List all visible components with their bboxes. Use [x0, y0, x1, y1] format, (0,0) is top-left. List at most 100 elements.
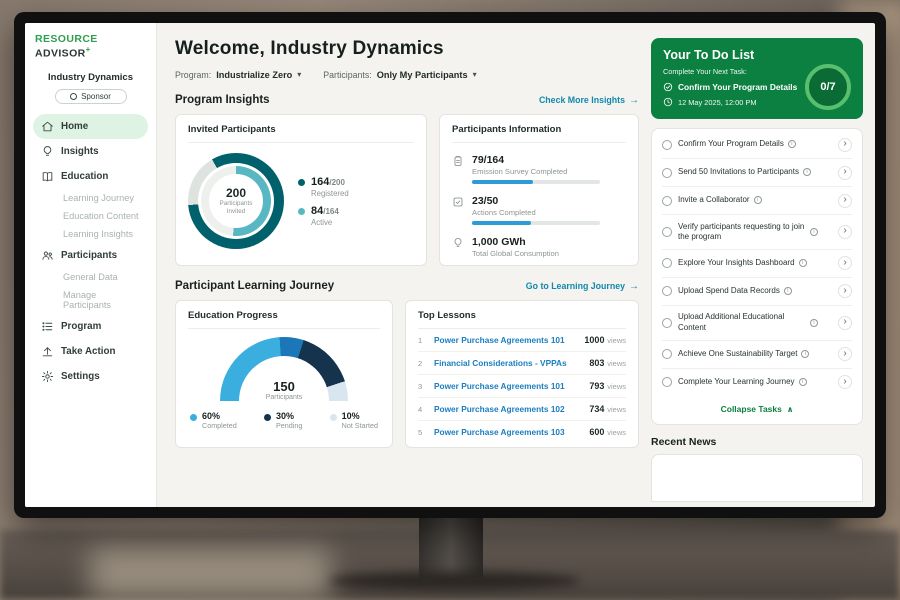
- info-icon: [802, 168, 811, 177]
- legend-dot: [190, 414, 197, 421]
- donut-center-label: Participants Invited: [219, 200, 253, 215]
- sidebar-item-education-content[interactable]: Education Content: [63, 210, 139, 221]
- collapse-tasks-link[interactable]: Collapse Tasks: [662, 396, 852, 418]
- monitor-frame: RESOURCE ADVISOR+ Industry Dynamics Spon…: [14, 12, 886, 518]
- task-checkbox[interactable]: [662, 377, 672, 388]
- page-title: Welcome, Industry Dynamics: [175, 38, 444, 59]
- insights-cards-row: Invited Participants 200 Participants In…: [175, 114, 639, 266]
- sidebar-item-settings[interactable]: Settings: [33, 364, 148, 389]
- info-row-emission-survey: 79/164 Emission Survey Completed: [452, 154, 626, 184]
- checklist-icon: [452, 196, 464, 208]
- chevron-right-icon[interactable]: [838, 375, 852, 390]
- book-icon: [41, 170, 54, 183]
- sidebar-item-participants[interactable]: Participants: [33, 243, 148, 268]
- task-row-send-invitations[interactable]: Send 50 Invitations to Participants: [662, 159, 852, 187]
- info-icon: [801, 350, 810, 359]
- program-insights-header: Program Insights Check More Insights: [175, 94, 639, 106]
- brand-resource: RESOURCE: [35, 33, 98, 45]
- filter-bar: Program: Industrialize Zero Participants…: [175, 69, 639, 80]
- emission-progress-bar: [472, 180, 600, 184]
- sidebar-item-program[interactable]: Program: [33, 314, 148, 339]
- task-checkbox[interactable]: [662, 226, 672, 237]
- task-checkbox[interactable]: [662, 349, 672, 360]
- task-checkbox[interactable]: [662, 317, 672, 328]
- task-checkbox[interactable]: [662, 258, 672, 269]
- sponsor-label: Sponsor: [81, 91, 111, 101]
- program-filter-value: Industrialize Zero: [216, 69, 293, 80]
- brand-advisor: ADVISOR: [35, 47, 86, 60]
- legend-dot: [298, 207, 305, 215]
- sidebar-item-general-data[interactable]: General Data: [63, 271, 118, 282]
- recent-news-card: [651, 453, 863, 502]
- task-checkbox[interactable]: [662, 139, 672, 150]
- sidebar-item-learning-insights[interactable]: Learning Insights: [63, 228, 133, 239]
- lesson-link[interactable]: Power Purchase Agreements 103: [434, 427, 565, 437]
- sidebar-item-education[interactable]: Education: [33, 164, 148, 189]
- task-checkbox[interactable]: [662, 167, 672, 178]
- sidebar-item-take-action[interactable]: Take Action: [33, 339, 148, 364]
- info-row-consumption: 1,000 GWh Total Global Consumption: [452, 236, 626, 258]
- go-to-learning-journey-link[interactable]: Go to Learning Journey: [526, 281, 639, 292]
- monitor-stand-shadow: [330, 572, 580, 590]
- todo-due-date: 12 May 2025, 12:00 PM: [663, 97, 851, 107]
- lesson-rank: 1: [418, 335, 423, 345]
- task-row-sustainability-target[interactable]: Achieve One Sustainability Target: [662, 341, 852, 369]
- task-row-confirm-program[interactable]: Confirm Your Program Details: [662, 131, 852, 159]
- task-row-explore-insights[interactable]: Explore Your Insights Dashboard: [662, 250, 852, 278]
- chevron-right-icon[interactable]: [838, 315, 852, 330]
- sidebar-item-label: Settings: [61, 370, 100, 382]
- todo-progress-ring: 0/7: [805, 64, 851, 110]
- legend-item-completed: 60% Completed: [190, 411, 237, 430]
- sidebar-item-label: Participants: [61, 249, 118, 261]
- task-row-upload-educational-content[interactable]: Upload Additional Educational Content: [662, 306, 852, 341]
- chevron-right-icon[interactable]: [838, 256, 852, 271]
- card-title: Education Progress: [188, 310, 380, 329]
- chevron-up-icon: [787, 404, 794, 414]
- task-row-invite-collaborator[interactable]: Invite a Collaborator: [662, 187, 852, 215]
- check-more-insights-link[interactable]: Check More Insights: [539, 95, 639, 106]
- lesson-link[interactable]: Financial Considerations - VPPAs: [434, 358, 567, 368]
- invited-donut-chart: 200 Participants Invited: [188, 153, 284, 249]
- education-progress-card: Education Progress 150 Participants: [175, 300, 393, 448]
- sidebar-item-manage-participants[interactable]: Manage Participants: [63, 289, 112, 310]
- sidebar-item-insights[interactable]: Insights: [33, 139, 148, 164]
- sidebar-item-home[interactable]: Home: [33, 113, 148, 139]
- task-row-upload-spend-data[interactable]: Upload Spend Data Records: [662, 278, 852, 306]
- info-icon: [798, 259, 807, 268]
- task-row-verify-participants[interactable]: Verify participants requesting to join t…: [662, 215, 852, 250]
- program-filter-dropdown[interactable]: Program: Industrialize Zero: [175, 69, 301, 80]
- lesson-link[interactable]: Power Purchase Agreements 101: [434, 381, 565, 391]
- todo-next-task-label: Confirm Your Program Details: [678, 82, 798, 92]
- learning-cards-row: Education Progress 150 Participants: [175, 300, 639, 448]
- lightbulb-icon: [452, 237, 464, 249]
- lesson-rank: 5: [418, 427, 423, 437]
- lesson-rank: 2: [418, 358, 423, 368]
- lesson-link[interactable]: Power Purchase Agreements 102: [434, 404, 565, 414]
- sidebar-item-learning-journey[interactable]: Learning Journey: [63, 192, 134, 203]
- program-insights-title: Program Insights: [175, 94, 270, 106]
- lesson-row: 1 Power Purchase Agreements 101 1000 vie…: [418, 329, 626, 352]
- sidebar-item-label: Program: [61, 320, 102, 332]
- card-title: Top Lessons: [418, 310, 626, 329]
- gauge-center-value: 150: [273, 379, 295, 394]
- lesson-row: 5 Power Purchase Agreements 103 600 view…: [418, 426, 626, 438]
- participants-filter-label: Participants:: [323, 69, 372, 80]
- learning-journey-header: Participant Learning Journey Go to Learn…: [175, 280, 639, 292]
- sidebar: RESOURCE ADVISOR+ Industry Dynamics Spon…: [25, 23, 157, 507]
- chevron-right-icon[interactable]: [838, 224, 852, 239]
- task-checkbox[interactable]: [662, 195, 672, 206]
- gauge-legend: 60% Completed 30% Pending: [188, 411, 380, 430]
- org-name: Industry Dynamics: [48, 71, 133, 83]
- chevron-right-icon[interactable]: [838, 137, 852, 152]
- chevron-right-icon[interactable]: [838, 193, 852, 208]
- collapse-label: Collapse Tasks: [720, 403, 782, 414]
- chevron-right-icon[interactable]: [838, 347, 852, 362]
- chevron-right-icon[interactable]: [838, 165, 852, 180]
- clock-icon: [663, 97, 673, 107]
- chevron-right-icon[interactable]: [838, 284, 852, 299]
- task-checkbox[interactable]: [662, 286, 672, 297]
- arrow-up-icon: [41, 345, 54, 358]
- participants-filter-dropdown[interactable]: Participants: Only My Participants: [323, 69, 476, 80]
- task-row-complete-learning-journey[interactable]: Complete Your Learning Journey: [662, 369, 852, 396]
- lesson-link[interactable]: Power Purchase Agreements 101: [434, 335, 565, 345]
